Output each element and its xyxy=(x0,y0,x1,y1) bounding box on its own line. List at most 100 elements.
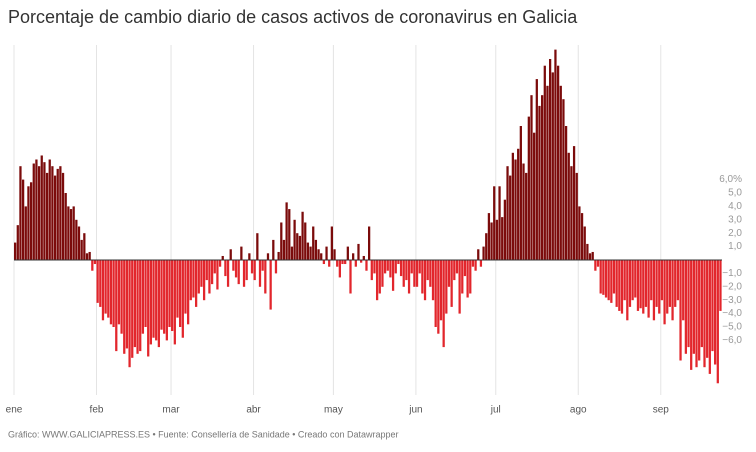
bar xyxy=(687,260,690,348)
bar xyxy=(296,233,299,260)
bar xyxy=(698,260,701,361)
bar xyxy=(258,260,262,287)
bar xyxy=(671,260,674,321)
bar xyxy=(594,260,597,271)
bar xyxy=(189,260,192,301)
bar xyxy=(171,260,174,332)
bar xyxy=(495,219,499,260)
bar xyxy=(141,260,145,334)
y-tick-label: 5,0 xyxy=(728,188,742,199)
bar xyxy=(469,260,472,294)
bar xyxy=(575,172,578,260)
bar xyxy=(591,251,594,260)
bar xyxy=(117,260,121,325)
bar xyxy=(511,152,514,260)
bar xyxy=(27,186,30,260)
bar xyxy=(455,260,459,274)
x-tick-label: feb xyxy=(90,405,104,416)
bar xyxy=(128,260,131,368)
bar xyxy=(224,260,227,277)
bar xyxy=(655,260,658,307)
bar xyxy=(320,253,323,260)
bar xyxy=(402,260,405,287)
bar xyxy=(264,260,267,294)
bar xyxy=(136,260,139,354)
bar xyxy=(607,260,610,301)
bar xyxy=(458,260,461,314)
bar xyxy=(242,260,246,287)
bar xyxy=(421,260,424,294)
bar xyxy=(248,253,251,260)
bar xyxy=(360,260,363,263)
y-tick-label: −5,0 xyxy=(722,322,742,333)
bar xyxy=(317,249,320,260)
bar xyxy=(144,260,147,327)
bar xyxy=(442,260,445,348)
bar xyxy=(706,260,709,358)
bar xyxy=(610,260,613,303)
bar xyxy=(461,260,464,294)
bar xyxy=(604,260,608,298)
bar xyxy=(418,260,421,274)
bar xyxy=(501,217,504,260)
bar xyxy=(570,166,573,260)
bar xyxy=(194,260,198,307)
bar xyxy=(434,260,437,327)
bar xyxy=(445,260,448,314)
bar xyxy=(498,186,501,260)
bar xyxy=(450,260,453,307)
bar xyxy=(447,260,451,287)
y-tick-label: 1,0 xyxy=(728,241,742,252)
bar xyxy=(679,260,682,361)
source: Gráfico: WWW.GALICIAPRESS.ES • Fuente: C… xyxy=(8,429,398,439)
bar xyxy=(357,243,360,260)
bar xyxy=(535,79,538,260)
bar xyxy=(250,260,254,274)
bar xyxy=(615,260,618,307)
bar xyxy=(541,95,544,261)
bar xyxy=(312,226,315,260)
bar xyxy=(202,260,206,301)
y-tick-label: −3,0 xyxy=(722,295,742,306)
bar xyxy=(628,260,632,307)
bar xyxy=(192,260,195,298)
bar xyxy=(218,260,222,267)
bar xyxy=(405,260,408,281)
bar xyxy=(344,260,347,265)
bar xyxy=(618,260,621,311)
bar xyxy=(431,260,435,301)
bar xyxy=(572,146,576,260)
bar xyxy=(490,222,493,260)
bar xyxy=(245,260,248,281)
bar xyxy=(567,152,570,260)
bar xyxy=(383,260,387,274)
bar xyxy=(559,85,562,260)
bar xyxy=(668,260,672,307)
bar xyxy=(695,260,698,368)
bar xyxy=(181,260,184,338)
bar xyxy=(666,260,669,314)
bar xyxy=(485,233,488,260)
bar xyxy=(394,260,397,274)
bar xyxy=(107,260,110,318)
x-tick-label: ene xyxy=(6,405,23,416)
bar xyxy=(410,260,413,274)
bar xyxy=(210,260,214,285)
bar xyxy=(391,260,395,291)
bar xyxy=(16,225,19,260)
bar xyxy=(564,126,568,260)
bar xyxy=(644,260,648,307)
bar xyxy=(352,253,355,260)
bar xyxy=(325,246,328,260)
bar xyxy=(45,172,49,260)
bar xyxy=(399,260,403,277)
bar xyxy=(216,260,219,290)
bar xyxy=(658,260,661,314)
bar xyxy=(386,260,389,271)
bar xyxy=(487,213,491,260)
bar xyxy=(93,260,97,265)
bar xyxy=(580,213,584,260)
chart-title: Porcentaje de cambio diario de casos act… xyxy=(8,7,578,27)
bar xyxy=(53,175,57,260)
bar xyxy=(346,246,349,260)
